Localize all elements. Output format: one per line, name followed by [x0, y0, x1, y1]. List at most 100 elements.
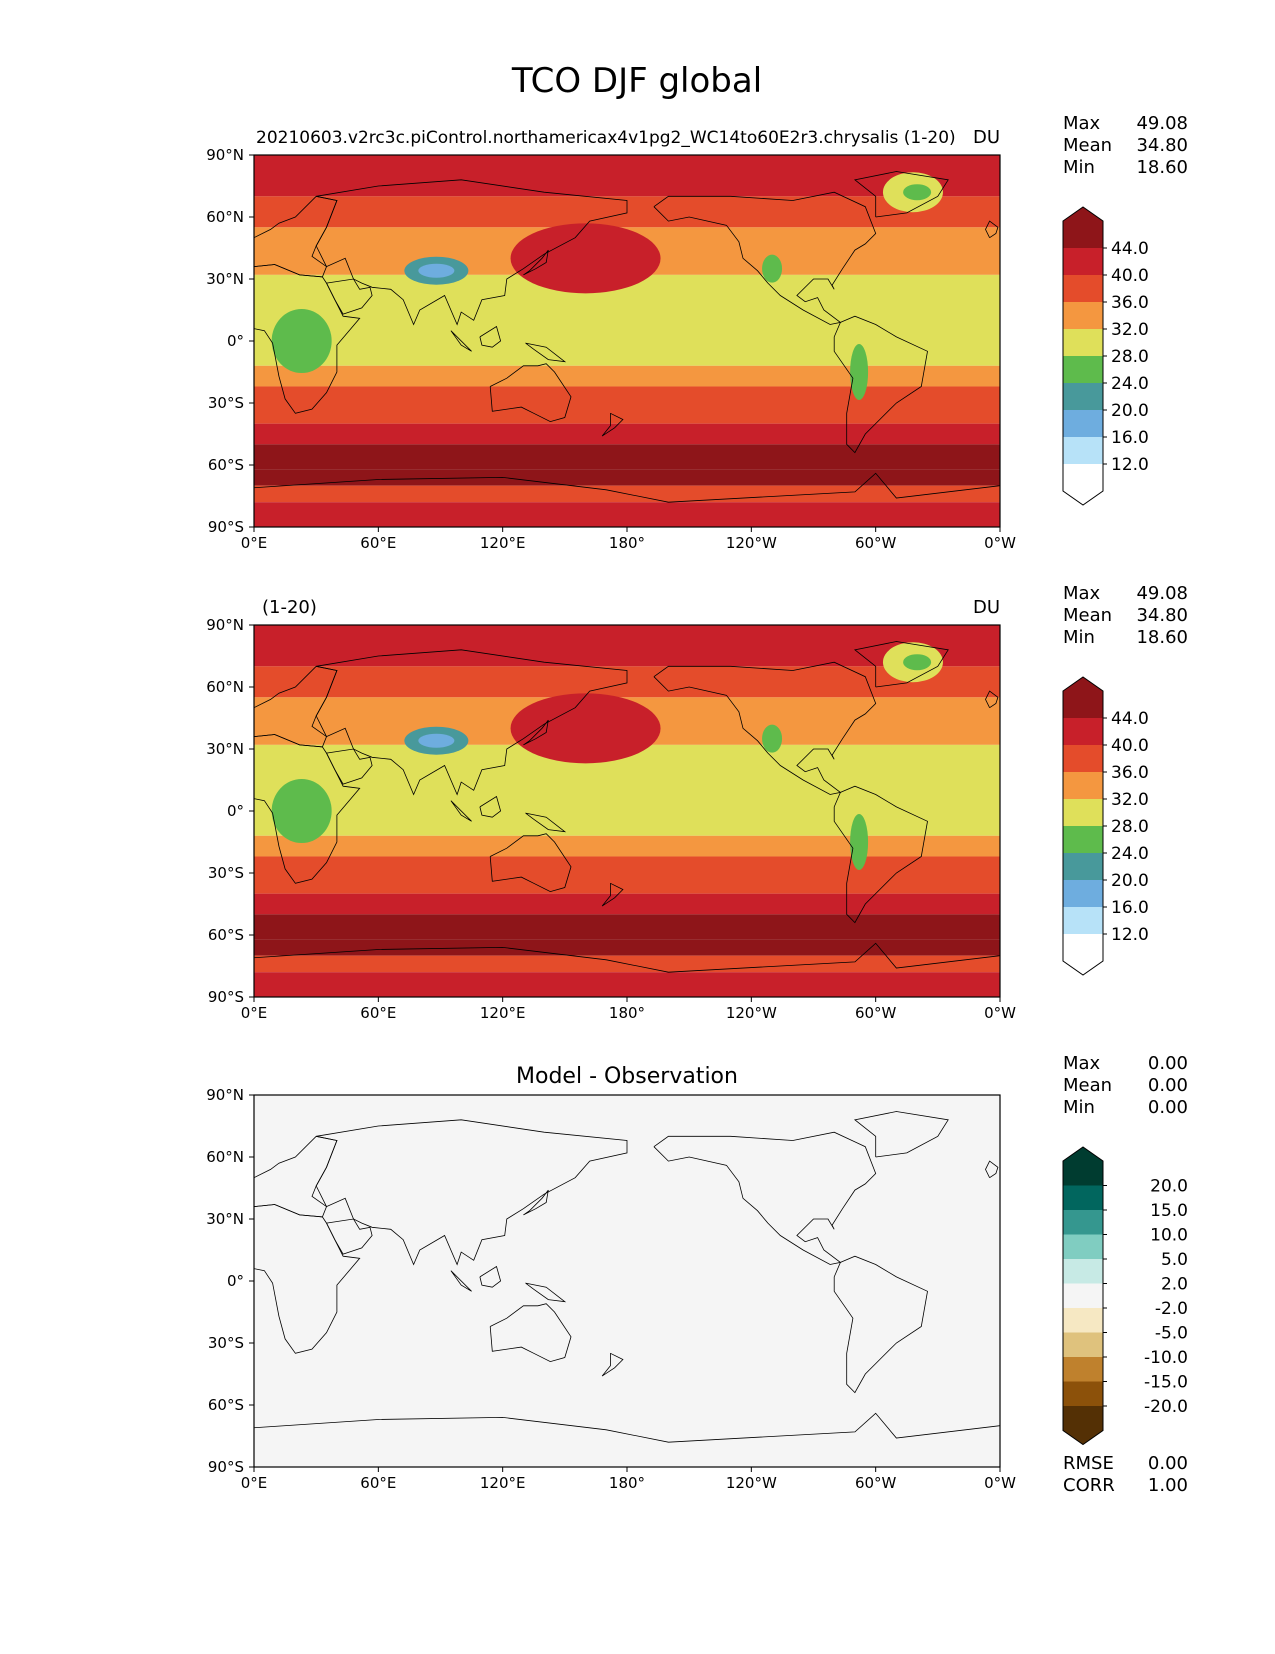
stat-value: 34.80	[1136, 135, 1188, 156]
lon-tick-label: 120°W	[726, 534, 777, 552]
colorbar-tick-label: 28.0	[1111, 817, 1149, 837]
lat-tick-label: 60°S	[208, 1396, 244, 1414]
coastline	[479, 795, 502, 818]
ozone-band	[254, 835, 1000, 857]
colorbar-segment	[1063, 1185, 1103, 1210]
ozone-band	[254, 444, 1000, 470]
colorbar-segment	[1063, 1259, 1103, 1284]
lon-tick-label: 60°W	[855, 1474, 897, 1492]
coastline-antarctica	[254, 472, 1000, 503]
lon-tick-label: 0°E	[241, 1004, 268, 1022]
colorbar-segment	[1063, 1381, 1103, 1406]
ozone-blob	[850, 344, 869, 400]
coastline	[601, 882, 624, 907]
panel-model: 0°E 60°E 120°E 180° 120°W 60°W 0°W 90°N 60°N 30°N…	[206, 113, 1188, 552]
lon-tick-label: 180°	[609, 534, 645, 552]
coastline	[254, 264, 361, 414]
ozone-band	[254, 972, 1000, 997]
lat-tick-label: 30°S	[208, 394, 244, 412]
colorbar-extension-bottom	[1063, 1406, 1103, 1445]
ozone-band	[254, 274, 1000, 366]
panel-difference: 0°E 60°E 120°E 180° 120°W 60°W 0°W 90°N 60°N 30°N…	[206, 1053, 1188, 1496]
colorbar-outline	[1062, 206, 1104, 506]
colorbar-segment	[1063, 880, 1103, 907]
colorbar-tick-label: -5.0	[1155, 1324, 1188, 1344]
panel-observation: 0°E 60°E 120°E 180° 120°W 60°W 0°W 90°N 60°N 30°N…	[206, 583, 1188, 1022]
stat-label: Mean	[1063, 605, 1112, 626]
map-field	[254, 625, 1000, 997]
colorbar-extension-top	[1063, 677, 1103, 718]
colorbar-segment	[1063, 383, 1103, 410]
coastline	[601, 1352, 624, 1377]
colorbar-tick-label: 32.0	[1111, 320, 1149, 340]
stat-label: Max	[1063, 583, 1101, 604]
colorbar-extension-bottom	[1063, 934, 1103, 975]
coastline	[523, 719, 549, 746]
colorbar-tick-label: 44.0	[1111, 239, 1149, 259]
colorbar-segment	[1063, 1210, 1103, 1235]
colorbar-tick-label: -20.0	[1144, 1397, 1188, 1417]
ozone-blob	[877, 745, 958, 766]
colorbar-segment	[1063, 248, 1103, 275]
colorbar-tick-label: 24.0	[1111, 374, 1149, 394]
colorbar-segment	[1063, 718, 1103, 745]
lat-tick-label: 90°S	[208, 1458, 244, 1476]
coastline	[479, 325, 502, 348]
panel-title-left: 20210603.v2rc3c.piControl.northamericax4…	[256, 128, 956, 148]
ozone-band	[254, 939, 1000, 956]
lon-tick-label: 180°	[609, 1004, 645, 1022]
lon-tick-label: 120°E	[480, 534, 526, 552]
coastline	[489, 1303, 572, 1363]
coastline-antarctica	[254, 942, 1000, 973]
ozone-band	[254, 856, 1000, 894]
lon-tick-label: 60°W	[855, 1004, 897, 1022]
colorbar-tick-label: 36.0	[1111, 293, 1149, 313]
coastline	[489, 833, 572, 893]
panel-units: DU	[973, 597, 1000, 618]
coastline	[985, 690, 999, 709]
ozone-band	[254, 423, 1000, 445]
stat-label: Mean	[1063, 135, 1112, 156]
colorbar-segment	[1063, 302, 1103, 329]
ozone-blob	[877, 275, 958, 296]
ozone-band	[254, 744, 1000, 836]
lat-tick-label: 60°N	[206, 678, 244, 696]
colorbar-extension-bottom	[1063, 464, 1103, 505]
stat-label: Max	[1063, 1053, 1101, 1074]
colorbar-outline	[1062, 676, 1104, 976]
colorbar-tick-label: 36.0	[1111, 763, 1149, 783]
coastline	[450, 800, 472, 822]
stat-value: 0.00	[1148, 1453, 1188, 1474]
lon-tick-label: 0°W	[984, 1474, 1016, 1492]
colorbar: 20.0 15.0 10.0 5.0 2.0 -2.0 -5.0 -10.0 -15.0 -20.…	[1062, 1146, 1188, 1446]
lon-tick-label: 60°E	[360, 1474, 396, 1492]
stat-value: 1.00	[1148, 1475, 1188, 1496]
lat-tick-label: 30°N	[206, 740, 244, 758]
colorbar-tick-label: -10.0	[1144, 1348, 1188, 1368]
stat-value: 18.60	[1136, 157, 1188, 178]
coastline	[326, 748, 373, 785]
lat-tick-label: 0°	[227, 802, 244, 820]
coastline	[254, 1204, 361, 1354]
panel-units: DU	[973, 127, 1000, 148]
lon-tick-label: 60°E	[360, 534, 396, 552]
lat-tick-label: 90°S	[208, 988, 244, 1006]
colorbar-segment	[1063, 799, 1103, 826]
ozone-band	[254, 893, 1000, 915]
lon-tick-label: 60°W	[855, 534, 897, 552]
stat-value: 49.08	[1136, 583, 1188, 604]
coastline	[985, 1160, 999, 1179]
ozone-blob	[510, 223, 661, 294]
colorbar-segment	[1063, 745, 1103, 772]
coastline	[315, 179, 628, 326]
colorbar-tick-label: 20.0	[1150, 1177, 1188, 1197]
stat-label: Min	[1063, 157, 1095, 178]
ozone-blob	[903, 654, 932, 671]
map-field	[254, 155, 1000, 527]
coastline	[450, 1270, 472, 1292]
stat-value: 34.80	[1136, 605, 1188, 626]
colorbar-segment	[1063, 275, 1103, 302]
lon-tick-label: 180°	[609, 1474, 645, 1492]
coastline-antarctica	[254, 1412, 1000, 1443]
stat-value: 0.00	[1148, 1053, 1188, 1074]
